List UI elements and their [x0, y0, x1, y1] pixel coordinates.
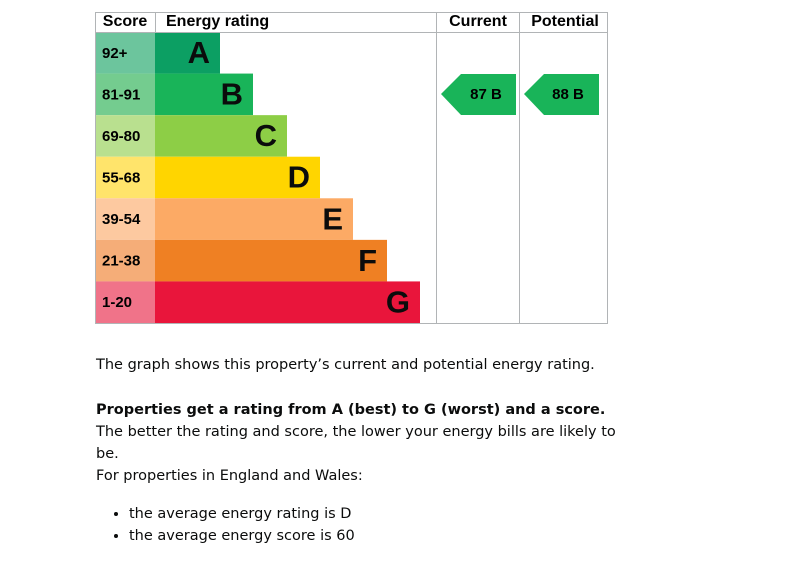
bullet: the average energy score is 60 — [129, 525, 649, 547]
bullet: the average energy rating is D — [129, 503, 649, 525]
rating-letter: D — [288, 160, 310, 195]
header-potential: Potential — [531, 13, 599, 30]
current-rating: 87 B — [470, 86, 502, 103]
rating-bar — [155, 198, 353, 240]
rating-bar — [155, 281, 420, 323]
rating-bar — [155, 239, 387, 282]
rating-bar — [155, 156, 320, 199]
rating-letter: G — [386, 284, 410, 319]
rating-letter: E — [322, 201, 343, 236]
paragraph: Properties get a rating from A (best) to… — [96, 399, 616, 465]
rating-bar — [155, 115, 287, 157]
score-label: 39-54 — [102, 211, 141, 228]
potential-rating-arrow — [524, 74, 599, 115]
header-current: Current — [449, 13, 507, 30]
bold-text: Properties get a rating from A (best) to… — [96, 402, 606, 418]
score-cell — [95, 115, 155, 157]
score-cell — [95, 281, 155, 323]
rating-bar — [155, 73, 253, 116]
score-label: 1-20 — [102, 294, 132, 311]
rating-letter: F — [358, 243, 377, 278]
graph-border — [95, 12, 608, 324]
score-cell — [95, 73, 155, 116]
score-label: 55-68 — [102, 169, 140, 186]
rating-letter: B — [221, 77, 243, 112]
rating-bar — [155, 32, 220, 74]
paragraph: The graph shows this property’s current … — [96, 357, 595, 373]
score-cell — [95, 239, 155, 282]
text: The better the rating and score, the low… — [96, 424, 616, 462]
header-rating: Energy rating — [166, 13, 269, 30]
score-label: 21-38 — [102, 253, 140, 270]
header-score: Score — [103, 13, 148, 30]
potential-rating: 88 B — [552, 86, 584, 103]
score-label: 69-80 — [102, 128, 140, 145]
score-cell — [95, 156, 155, 199]
score-label: 81-91 — [102, 86, 140, 103]
rating-letter: C — [255, 118, 277, 153]
score-cell — [95, 198, 155, 240]
epc-graph: 92+ A81-91 B69-80 C55-68 D39-54 E21-38 F1-20 G … — [95, 12, 608, 324]
score-label: 92+ — [102, 45, 128, 62]
bullet-list: the average energy rating is D the avera… — [96, 503, 649, 547]
rating-letter: A — [188, 35, 210, 70]
paragraph: For properties in England and Wales: — [96, 468, 363, 484]
current-rating-arrow — [441, 74, 516, 115]
graph-body: 92+ A 81-91 B 69-80 C 55-68 D 39-54 E 21-38 F 1-20 G — [95, 32, 420, 323]
score-cell — [95, 32, 155, 74]
